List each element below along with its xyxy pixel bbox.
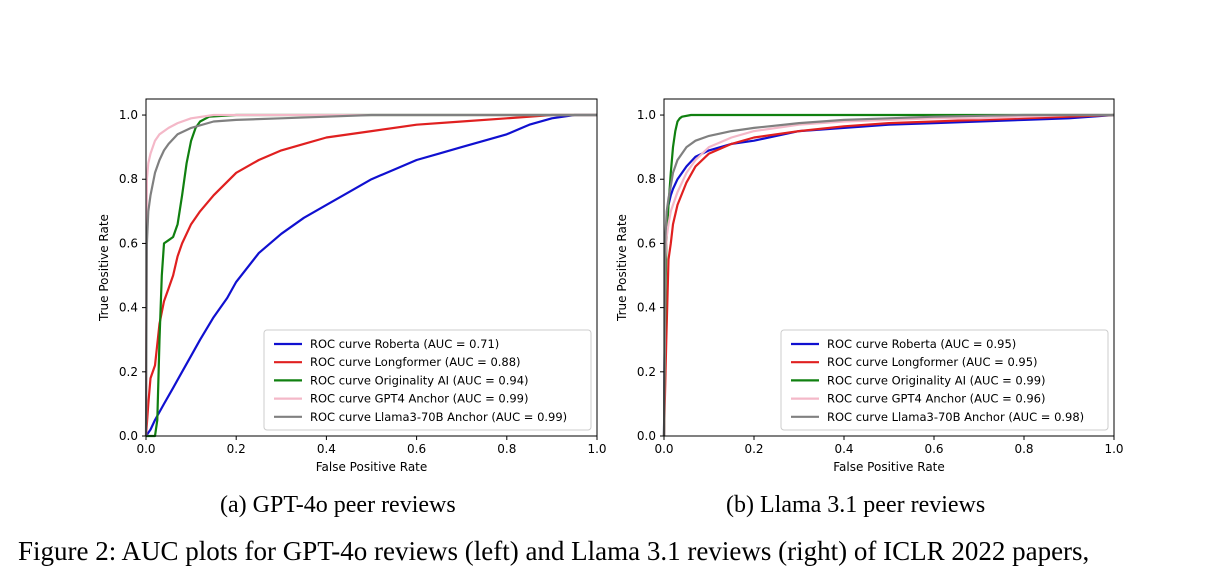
series-line-4 — [662, 113, 1114, 437]
roc-figure: 0.0 0.2 0.4 0.6 0.8 1.0 0.0 0.2 0.4 0.6 0.8 1.0 Fals… — [97, 98, 1124, 474]
subfigure-caption-a: (a) GPT-4o peer reviews — [220, 492, 456, 518]
legend-entry: ROC curve Roberta (AUC = 0.71) — [310, 337, 499, 351]
series-line-5 — [144, 113, 597, 437]
legend-entry: ROC curve Longformer (AUC = 0.88) — [310, 355, 521, 369]
legend: ROC curve Roberta (AUC = 0.95) ROC curve … — [780, 329, 1109, 431]
y-tick-label: 0.6 — [637, 236, 656, 250]
x-axis-label: False Positive Rate — [833, 460, 945, 474]
series-line-1 — [145, 113, 597, 437]
y-tick-label: 0.0 — [119, 429, 138, 443]
series-line-4 — [144, 113, 597, 437]
legend-entry: ROC curve Roberta (AUC = 0.95) — [827, 337, 1016, 351]
legend: ROC curve Roberta (AUC = 0.71) ROC curve … — [263, 329, 592, 431]
y-tick-label: 0.4 — [119, 301, 138, 315]
legend-entry: ROC curve GPT4 Anchor (AUC = 0.99) — [310, 392, 528, 406]
y-axis-label: True Positive Rate — [615, 214, 629, 322]
x-tick-label: 0.2 — [227, 442, 246, 456]
figure-caption: Figure 2: AUC plots for GPT-4o reviews (… — [18, 536, 1090, 566]
legend-box — [780, 329, 1109, 431]
y-tick-label: 1.0 — [119, 108, 138, 122]
y-tick-label: 0.4 — [637, 301, 656, 315]
y-tick-label: 0.2 — [637, 365, 656, 379]
y-tick-label: 0.0 — [637, 429, 656, 443]
x-tick-label: 0.0 — [654, 442, 673, 456]
y-tick-label: 0.6 — [119, 236, 138, 250]
y-tick-label: 1.0 — [637, 108, 656, 122]
x-tick-label: 1.0 — [587, 442, 606, 456]
y-axis-label: True Positive Rate — [97, 214, 111, 322]
legend-entry: ROC curve Llama3-70B Anchor (AUC = 0.99) — [310, 410, 567, 424]
legend-box — [263, 329, 592, 431]
legend-entry: ROC curve Llama3-70B Anchor (AUC = 0.98) — [827, 410, 1084, 424]
x-tick-label: 0.2 — [744, 442, 763, 456]
x-tick-label: 1.0 — [1104, 442, 1123, 456]
x-tick-label: 0.4 — [317, 442, 336, 456]
plot-frame — [145, 98, 598, 437]
legend-entry: ROC curve Longformer (AUC = 0.95) — [827, 355, 1038, 369]
x-tick-label: 0.8 — [1014, 442, 1033, 456]
x-tick-label: 0.4 — [834, 442, 853, 456]
legend-entry: ROC curve Originality AI (AUC = 0.94) — [310, 373, 529, 387]
y-tick-label: 0.8 — [119, 172, 138, 186]
series-line-2 — [662, 113, 1115, 437]
series-line-5 — [662, 113, 1114, 437]
x-tick-label: 0.6 — [407, 442, 426, 456]
legend-entry: ROC curve GPT4 Anchor (AUC = 0.96) — [827, 392, 1045, 406]
legend-entry: ROC curve Originality AI (AUC = 0.99) — [827, 373, 1046, 387]
x-tick-label: 0.0 — [136, 442, 155, 456]
plot-frame — [663, 98, 1115, 437]
x-axis-label: False Positive Rate — [316, 460, 428, 474]
x-tick-label: 0.8 — [497, 442, 516, 456]
roc-chart-2: 0.0 0.2 0.4 0.6 0.8 1.0 0.0 0.2 0.4 0.6 0.8 1.0 Fals… — [615, 98, 1124, 474]
subfigure-caption-b: (b) Llama 3.1 peer reviews — [726, 492, 986, 518]
y-tick-label: 0.8 — [637, 172, 656, 186]
x-tick-label: 0.6 — [924, 442, 943, 456]
roc-chart-1: 0.0 0.2 0.4 0.6 0.8 1.0 0.0 0.2 0.4 0.6 0.8 1.0 Fals… — [97, 98, 607, 474]
y-tick-label: 0.2 — [119, 365, 138, 379]
